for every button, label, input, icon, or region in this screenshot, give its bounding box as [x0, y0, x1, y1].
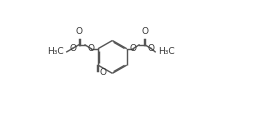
Text: O: O	[147, 44, 154, 53]
Text: O: O	[75, 27, 82, 37]
Text: O: O	[88, 44, 95, 53]
Text: O: O	[100, 68, 107, 77]
Text: H₃C: H₃C	[158, 47, 174, 56]
Text: O: O	[69, 44, 76, 53]
Text: O: O	[129, 44, 136, 53]
Text: O: O	[142, 27, 148, 37]
Text: H₃C: H₃C	[48, 47, 64, 56]
